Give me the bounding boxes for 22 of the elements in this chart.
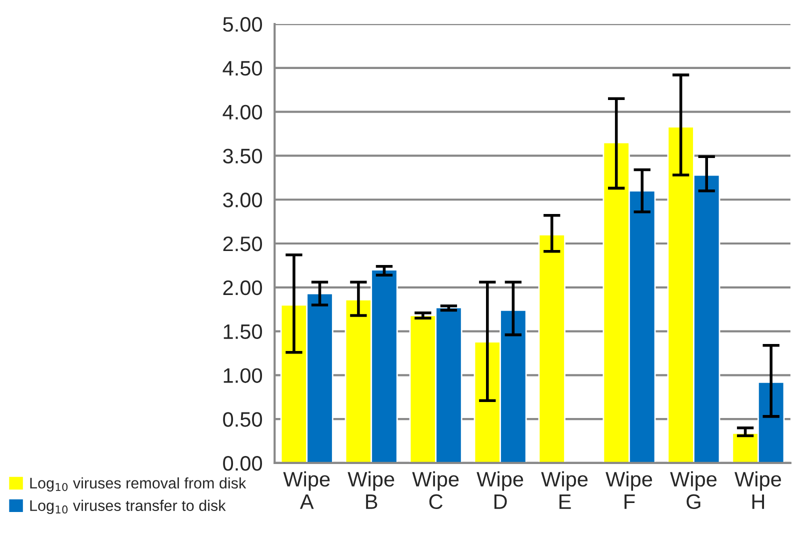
y-tick-label: 4.50 bbox=[222, 60, 262, 76]
bar bbox=[538, 234, 566, 463]
y-tick-label: 0.50 bbox=[223, 412, 262, 427]
legend-label: Log$_{10}$ viruses removal from disk bbox=[30, 477, 246, 492]
x-tick-label: Wipe F bbox=[606, 471, 652, 509]
y-tick-label: 3.50 bbox=[223, 148, 262, 164]
legend-label: Log$_{10}$ viruses transfer to disk bbox=[30, 500, 226, 514]
y-tick-label: 2.00 bbox=[223, 280, 262, 296]
y-tick-label: 4.00 bbox=[222, 104, 262, 120]
y-tick-label: 0.00 bbox=[223, 456, 262, 471]
x-tick-label: Wipe G bbox=[670, 471, 717, 510]
x-tick-label: Wipe B bbox=[348, 471, 394, 509]
y-tick-label: 1.50 bbox=[224, 324, 262, 340]
x-tick-label: Wipe D bbox=[476, 471, 524, 509]
x-tick-label: Wipe H bbox=[734, 471, 781, 509]
x-tick-label: Wipe E bbox=[541, 471, 588, 509]
x-tick-label: Wipe C bbox=[412, 471, 459, 510]
y-tick-label: 2.50 bbox=[223, 236, 262, 252]
y-tick-label: 1.00 bbox=[224, 368, 262, 383]
y-tick-label: 3.00 bbox=[223, 192, 262, 208]
y-tick-label: 5.00 bbox=[223, 17, 262, 32]
x-tick-label: Wipe A bbox=[283, 471, 330, 509]
